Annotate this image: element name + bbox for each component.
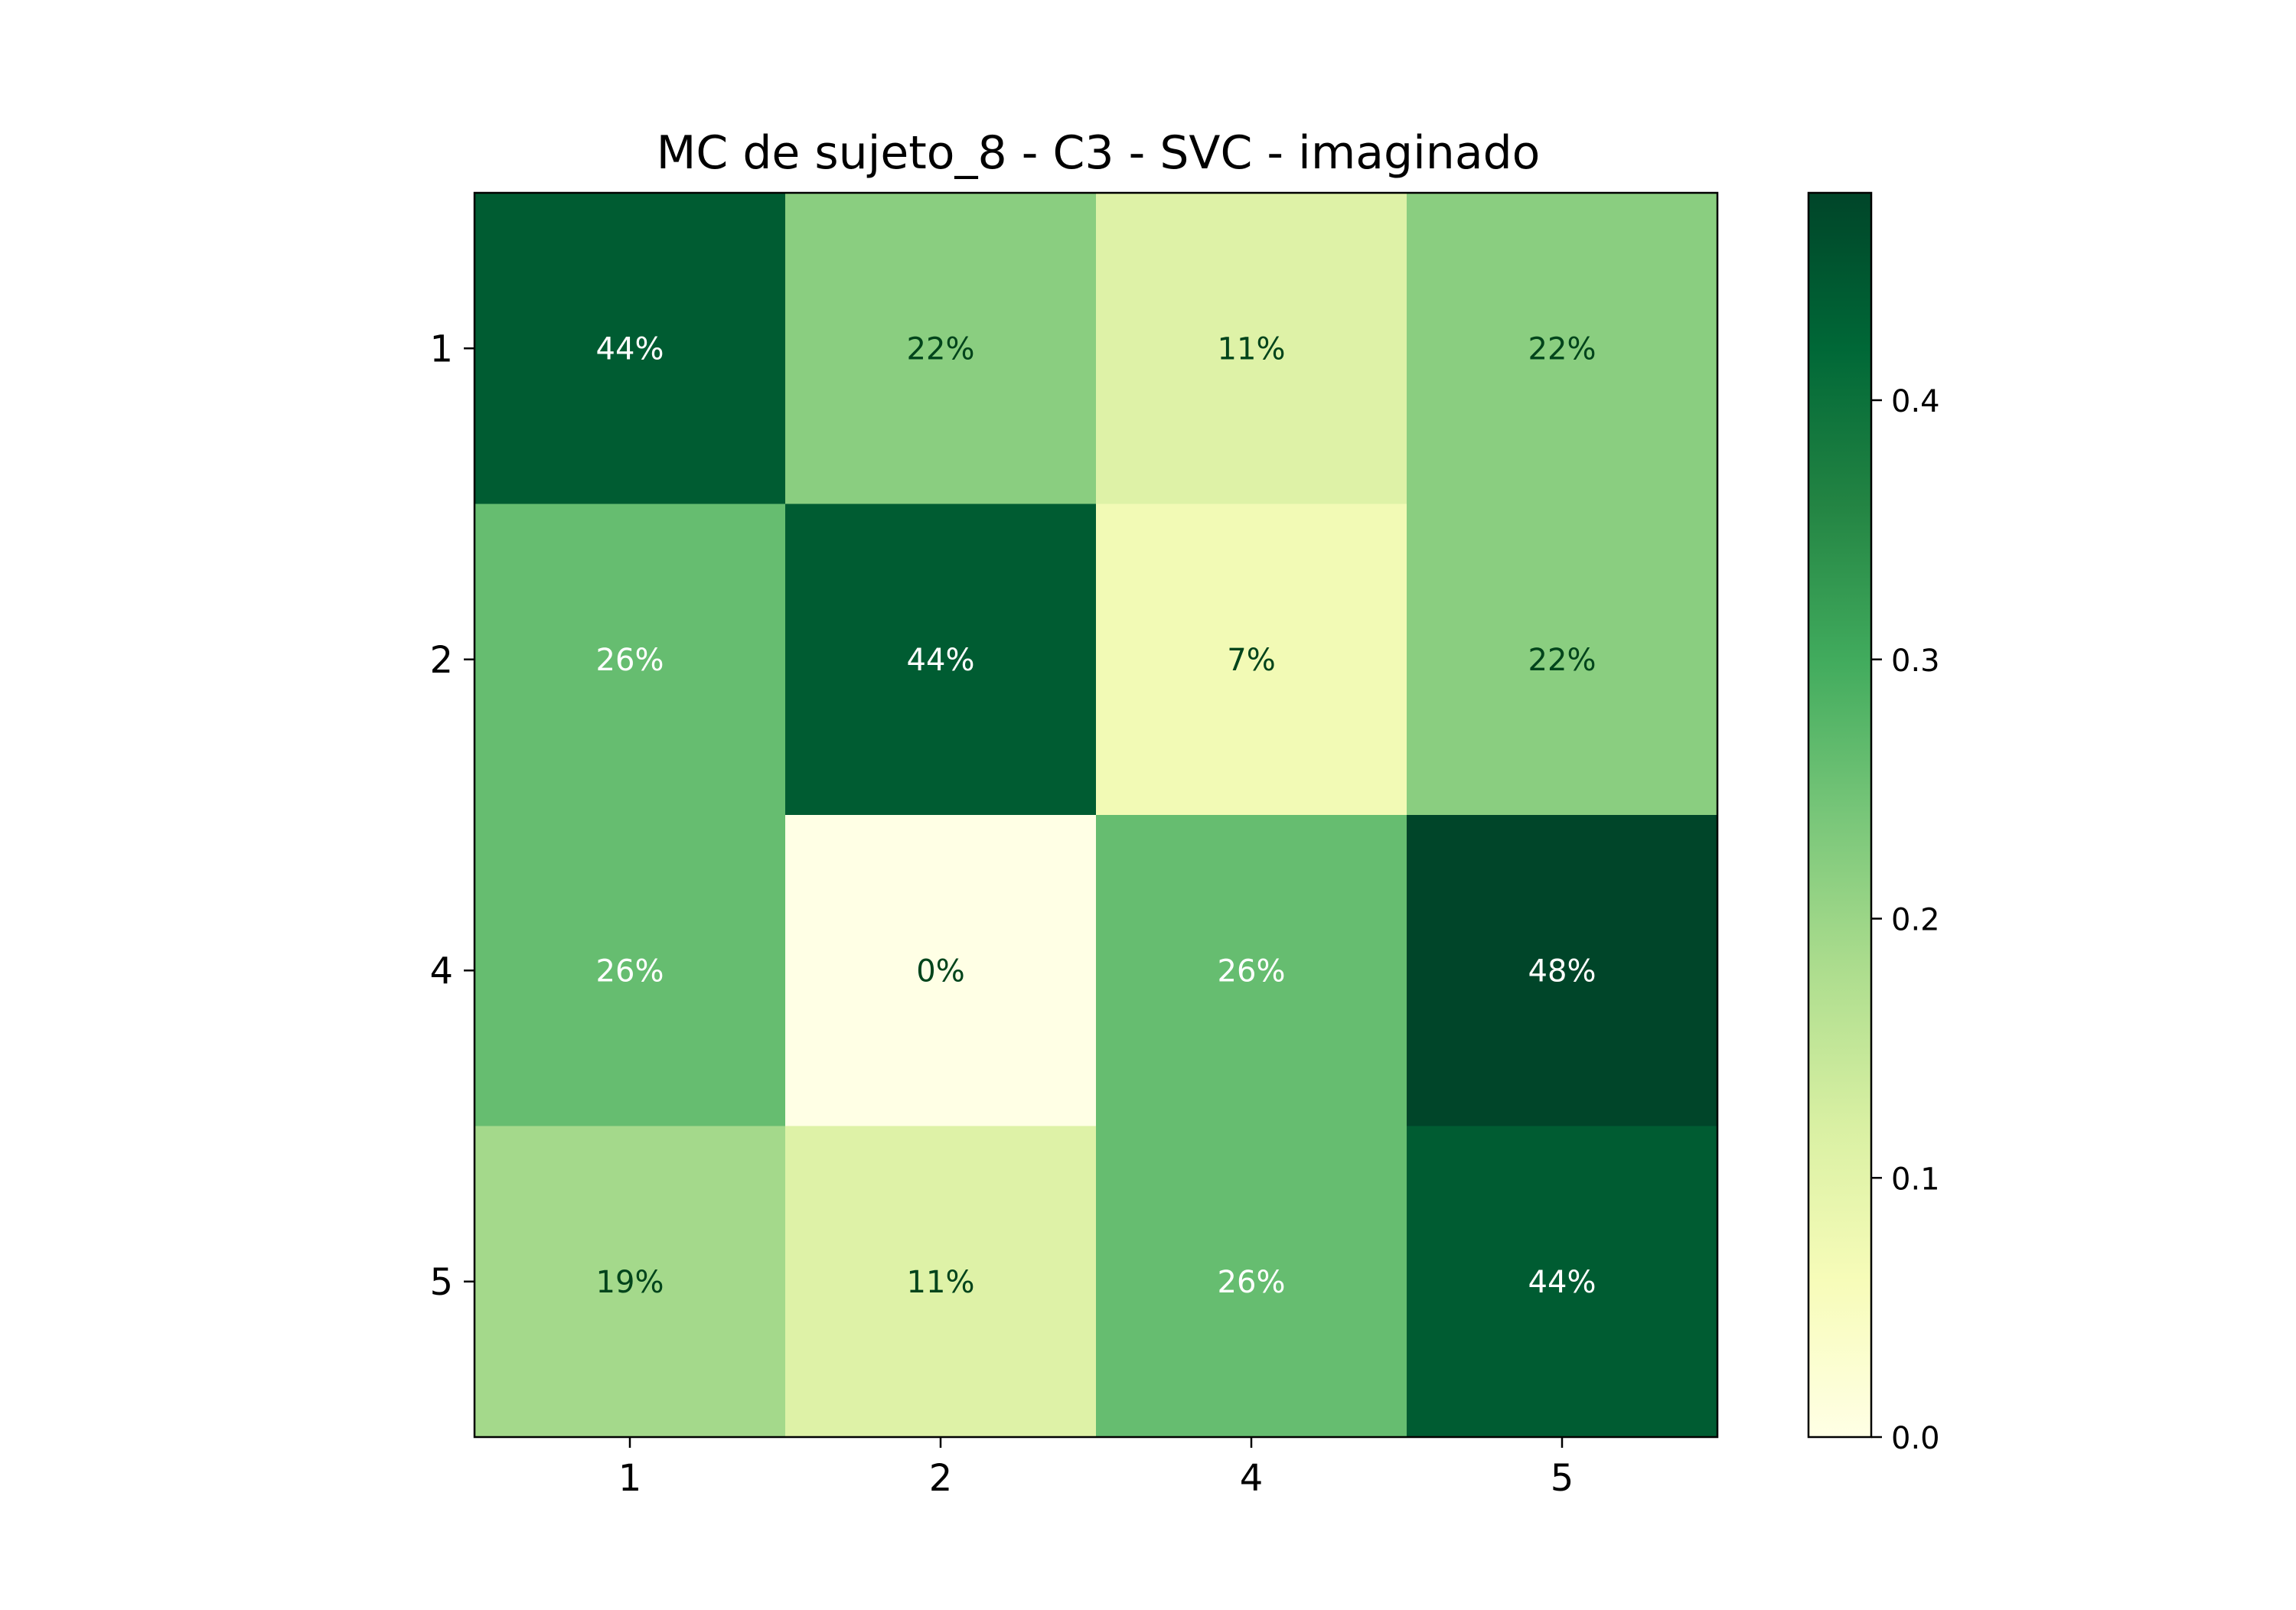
heatmap-cell (475, 193, 786, 504)
heatmap-cell (785, 504, 1097, 816)
heatmap-cell (785, 1126, 1097, 1438)
x-tick-label: 4 (1240, 1457, 1264, 1500)
heatmap-cell (785, 815, 1097, 1126)
cell-value-label: 0% (916, 953, 964, 989)
colorbar-tick-label: 0.2 (1891, 903, 1940, 938)
y-tick-label: 4 (429, 950, 453, 992)
cell-value-label: 7% (1227, 643, 1275, 678)
colorbar-tick-label: 0.0 (1891, 1421, 1940, 1456)
heatmap-cell (1407, 815, 1718, 1126)
heatmap-cell (475, 504, 786, 816)
plot-frame (473, 191, 1719, 1439)
x-tick-label: 5 (1551, 1457, 1574, 1500)
cell-value-label: 22% (1528, 331, 1596, 367)
cell-value-label: 26% (1218, 1265, 1286, 1300)
heatmap-cell (1096, 1126, 1407, 1438)
heatmap-cell (475, 1126, 786, 1438)
cell-value-label: 22% (1528, 643, 1596, 678)
cell-value-label: 11% (907, 1265, 975, 1300)
cell-value-label: 19% (596, 1265, 664, 1300)
cell-value-label: 22% (907, 331, 975, 367)
cell-value-label: 11% (1218, 331, 1286, 367)
heatmap-cell (1096, 193, 1407, 504)
y-tick-label: 5 (429, 1261, 453, 1304)
colorbar-tick-label: 0.4 (1891, 384, 1940, 419)
cell-value-label: 44% (907, 643, 975, 678)
heatmap-cell (1407, 504, 1718, 816)
cell-value-label: 44% (596, 331, 664, 367)
x-tick-label: 2 (929, 1457, 953, 1500)
cell-value-label: 26% (596, 643, 664, 678)
cell-value-label: 48% (1528, 953, 1596, 989)
y-tick-label: 1 (429, 328, 453, 370)
heatmap-cell (785, 193, 1097, 504)
colorbar-tick-label: 0.1 (1891, 1162, 1940, 1197)
heatmap-cell (1096, 815, 1407, 1126)
chart-title: MC de sujeto_8 - C3 - SVC - imaginado (657, 126, 1541, 180)
heatmap-cell (1096, 504, 1407, 816)
cell-value-label: 44% (1528, 1265, 1596, 1300)
heatmap-cell (1407, 193, 1718, 504)
heatmap-cell (1407, 1126, 1718, 1438)
cell-value-label: 26% (596, 953, 664, 989)
colorbar (1807, 191, 1873, 1439)
y-tick-label: 2 (429, 639, 453, 682)
colorbar-tick-label: 0.3 (1891, 644, 1940, 679)
cell-value-label: 26% (1218, 953, 1286, 989)
heatmap-cell (475, 815, 786, 1126)
x-tick-label: 1 (618, 1457, 642, 1500)
